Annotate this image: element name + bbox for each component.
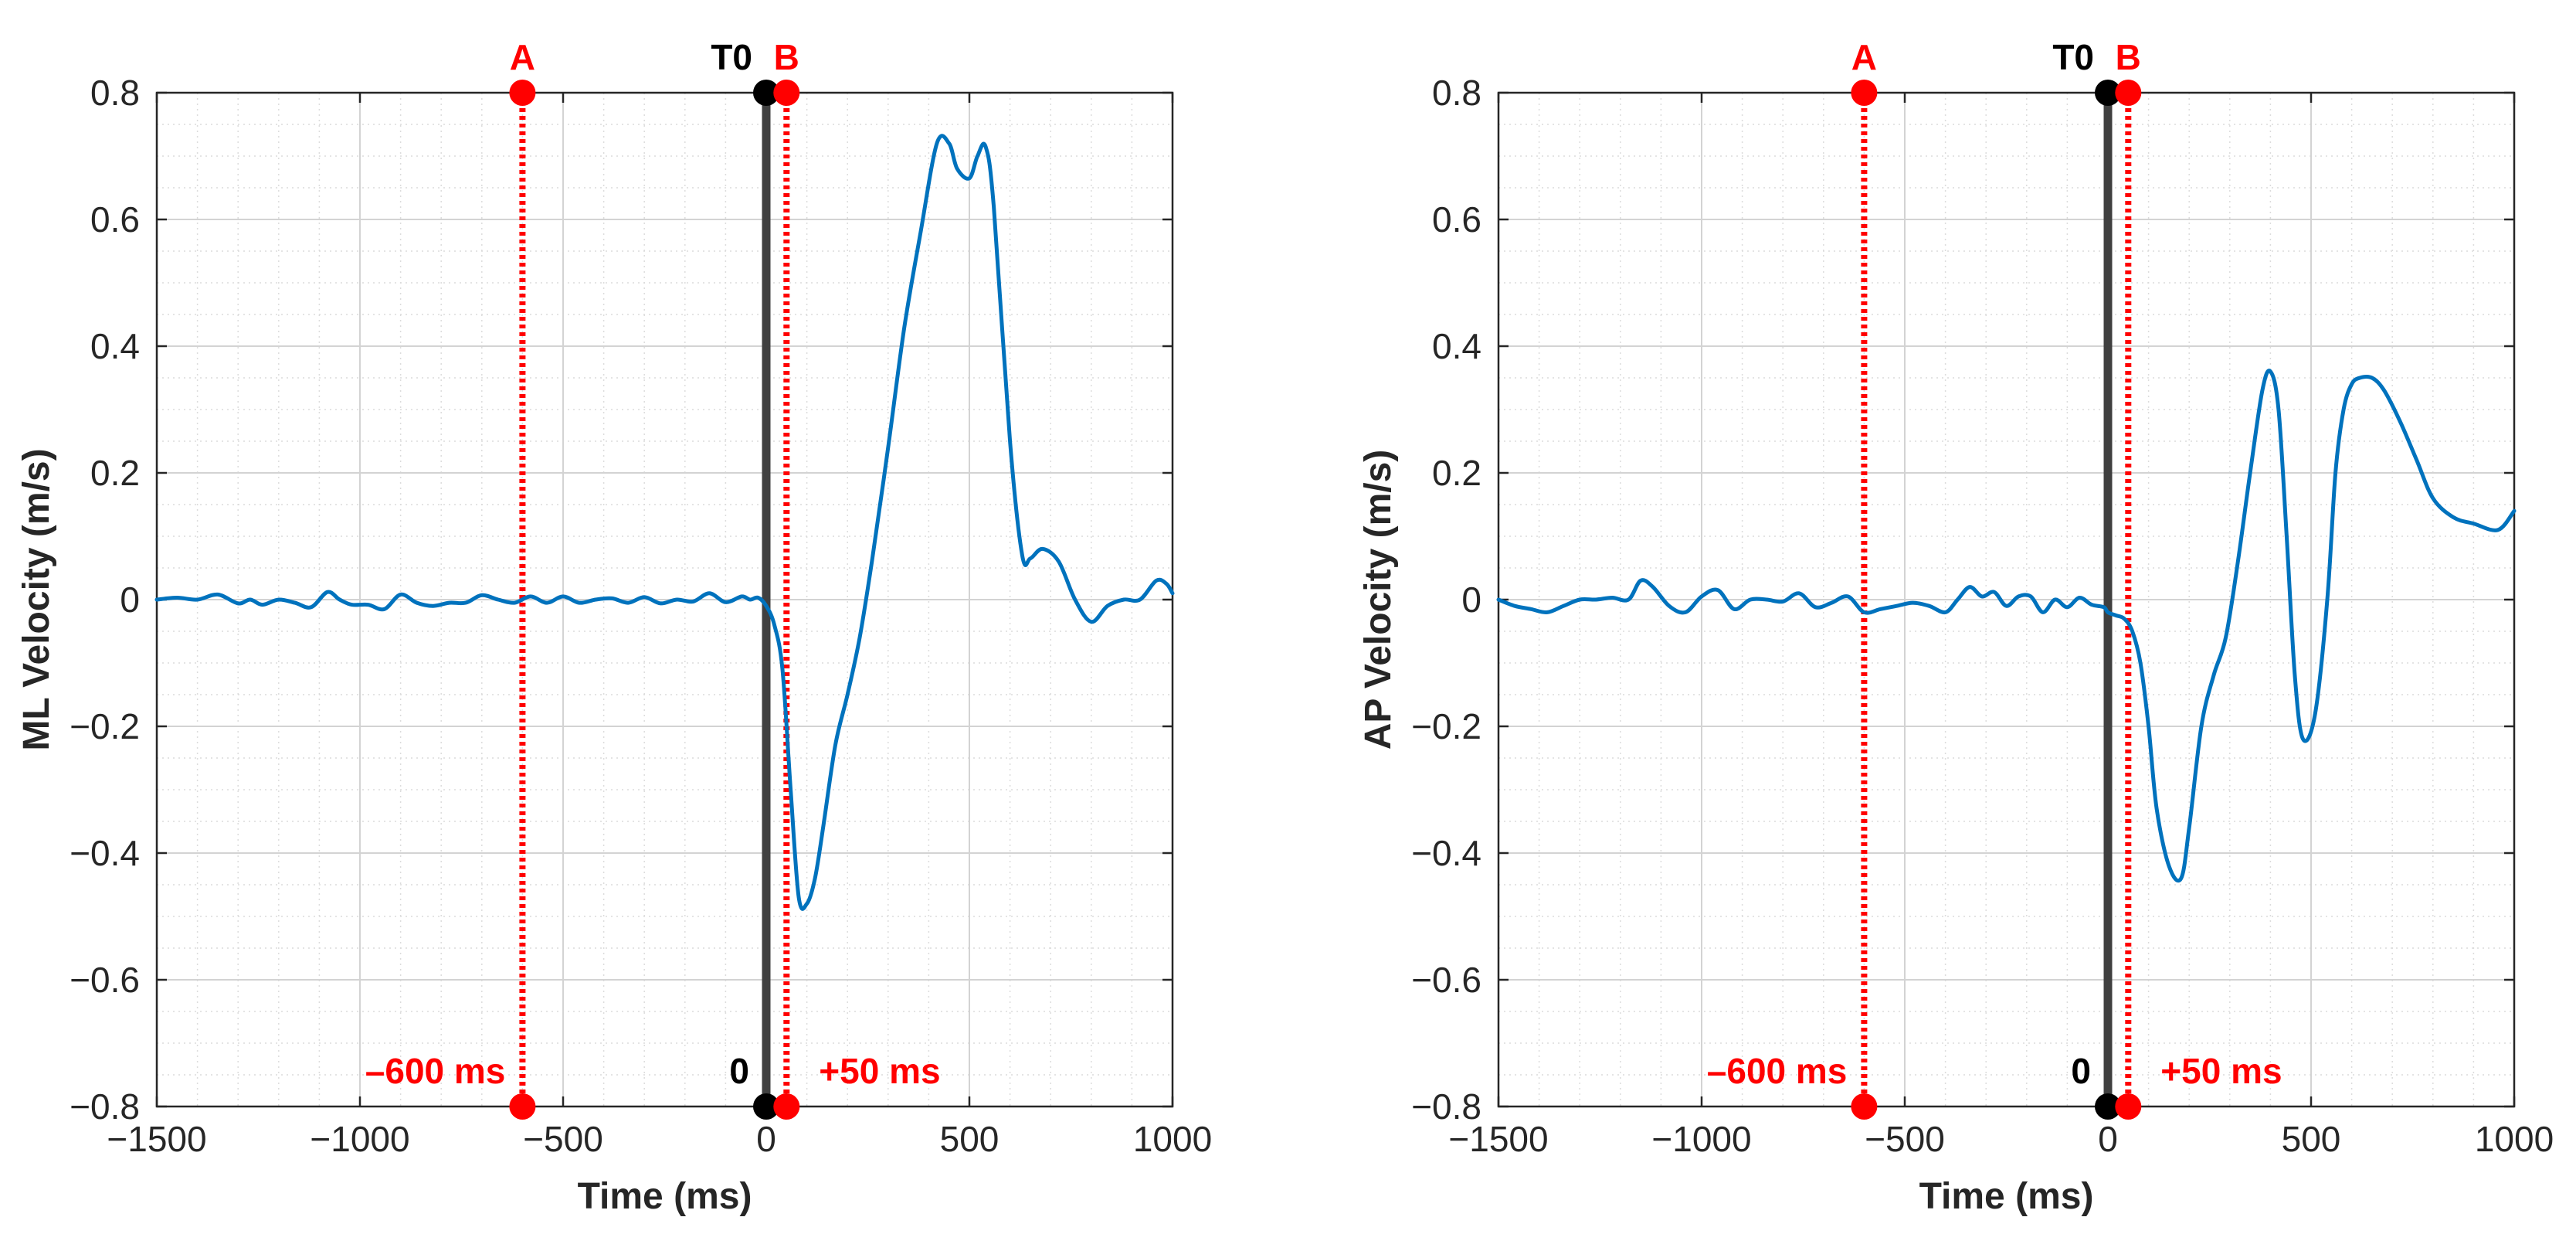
panel-left-y-tick-label: 0.6 — [90, 199, 140, 240]
panel-right-marker-annotation-t0: 0 — [2071, 1051, 2091, 1091]
panel-left-chart: −1500 −1000 −500 0 500 1000−0.8−0.6−0.4−0.200… — [16, 37, 1212, 1217]
panel-left-x-tick-label: −1000 — [310, 1119, 409, 1159]
panel-right-minor-grid — [1498, 93, 2514, 1107]
panel-right-x-tick-label: 0 — [2098, 1119, 2118, 1159]
panel-right-y-axis-title: AP Velocity (m/s) — [1358, 450, 1399, 750]
panel-left-marker-label-a: A — [510, 37, 535, 77]
panel-left-y-tick-label: −0.6 — [70, 960, 140, 1000]
panel-left-marker-dot-bottom-t0 — [753, 1093, 779, 1120]
panel-left-y-tick-label: −0.4 — [70, 833, 140, 873]
panel-right-x-tick-label: −1500 — [1448, 1119, 1548, 1159]
panel-right-chart: −1500 −1000 −500 0 500 1000−0.8−0.6−0.4−0.200… — [1358, 37, 2554, 1217]
panel-right-marker-dot-top-b — [2115, 80, 2142, 106]
panel-right-marker-label-b: B — [2116, 37, 2141, 77]
panel-right-y-tick-label: −0.4 — [1411, 833, 1481, 873]
panel-right-x-tick-label: 1000 — [2475, 1119, 2554, 1159]
panel-right-y-tick-label: −0.8 — [1411, 1086, 1481, 1127]
panel-right-x-tick-label: −1000 — [1651, 1119, 1751, 1159]
panel-left-marker-label-b: B — [774, 37, 799, 77]
panel-left-marker-annotation-b: +50 ms — [819, 1051, 940, 1091]
panel-left-marker-dot-top-b — [773, 80, 800, 106]
panel-left-x-tick-label: −1500 — [107, 1119, 206, 1159]
panel-right-x-tick-label: 500 — [2282, 1119, 2341, 1159]
panel-right-y-tick-label: 0.6 — [1432, 199, 1481, 240]
panel-left-y-tick-label: 0 — [120, 580, 140, 620]
panel-left-marker-label-t0: T0 — [711, 37, 752, 77]
panel-right-x-axis-title: Time (ms) — [1919, 1176, 2094, 1217]
panel-left-marker-dot-bottom-a — [509, 1093, 536, 1120]
panel-right-marker-annotation-a: –600 ms — [1707, 1051, 1848, 1091]
panel-left-marker-dot-top-t0 — [753, 80, 779, 106]
panel-right-marker-dot-bottom-t0 — [2095, 1093, 2121, 1120]
panel-left-y-tick-label: 0.2 — [90, 453, 140, 493]
panel-left-y-tick-label: 0.4 — [90, 326, 140, 366]
panel-left-x-tick-label: 1000 — [1133, 1119, 1212, 1159]
panel-right-marker-label-a: A — [1851, 37, 1877, 77]
panel-right-series-line-1 — [1496, 369, 2517, 883]
panel-left-y-tick-label: 0.8 — [90, 73, 140, 113]
panel-right-marker-dot-top-t0 — [2095, 80, 2121, 106]
panel-left-marker-dot-top-a — [509, 80, 536, 106]
panel-left-marker-dot-bottom-b — [773, 1093, 800, 1120]
panel-right-marker-label-t0: T0 — [2052, 37, 2094, 77]
panel-right-y-tick-label: −0.6 — [1411, 960, 1481, 1000]
panel-right-marker-dot-top-a — [1851, 80, 1878, 106]
panel-right-y-tick-label: 0.2 — [1432, 453, 1481, 493]
panel-left-x-tick-label: 0 — [756, 1119, 776, 1159]
panel-right-y-tick-label: 0 — [1461, 580, 1481, 620]
panel-left-x-tick-label: 500 — [940, 1119, 1000, 1159]
panel-left-y-axis-title: ML Velocity (m/s) — [16, 448, 57, 750]
panel-left-marker-annotation-a: –600 ms — [365, 1051, 506, 1091]
panel-left-x-axis-title: Time (ms) — [578, 1176, 752, 1217]
panel-right-marker-dot-bottom-b — [2115, 1093, 2142, 1120]
panel-left-marker-annotation-t0: 0 — [729, 1051, 749, 1091]
panel-right-y-tick-label: 0.4 — [1432, 326, 1481, 366]
panel-left-y-tick-label: −0.2 — [70, 706, 140, 746]
panel-right-tick-marks — [1497, 91, 2516, 1108]
panel-left-series-line-1 — [154, 134, 1175, 911]
panel-left-minor-grid — [157, 93, 1173, 1107]
panel-right-y-tick-label: −0.2 — [1411, 706, 1481, 746]
panel-right-y-tick-label: 0.8 — [1432, 73, 1481, 113]
panel-left-y-tick-label: −0.8 — [70, 1086, 140, 1127]
panel-right-x-tick-label: −500 — [1865, 1119, 1945, 1159]
panel-right-marker-dot-bottom-a — [1851, 1093, 1878, 1120]
panel-right-marker-annotation-b: +50 ms — [2160, 1051, 2282, 1091]
panel-left-x-tick-label: −500 — [523, 1119, 603, 1159]
